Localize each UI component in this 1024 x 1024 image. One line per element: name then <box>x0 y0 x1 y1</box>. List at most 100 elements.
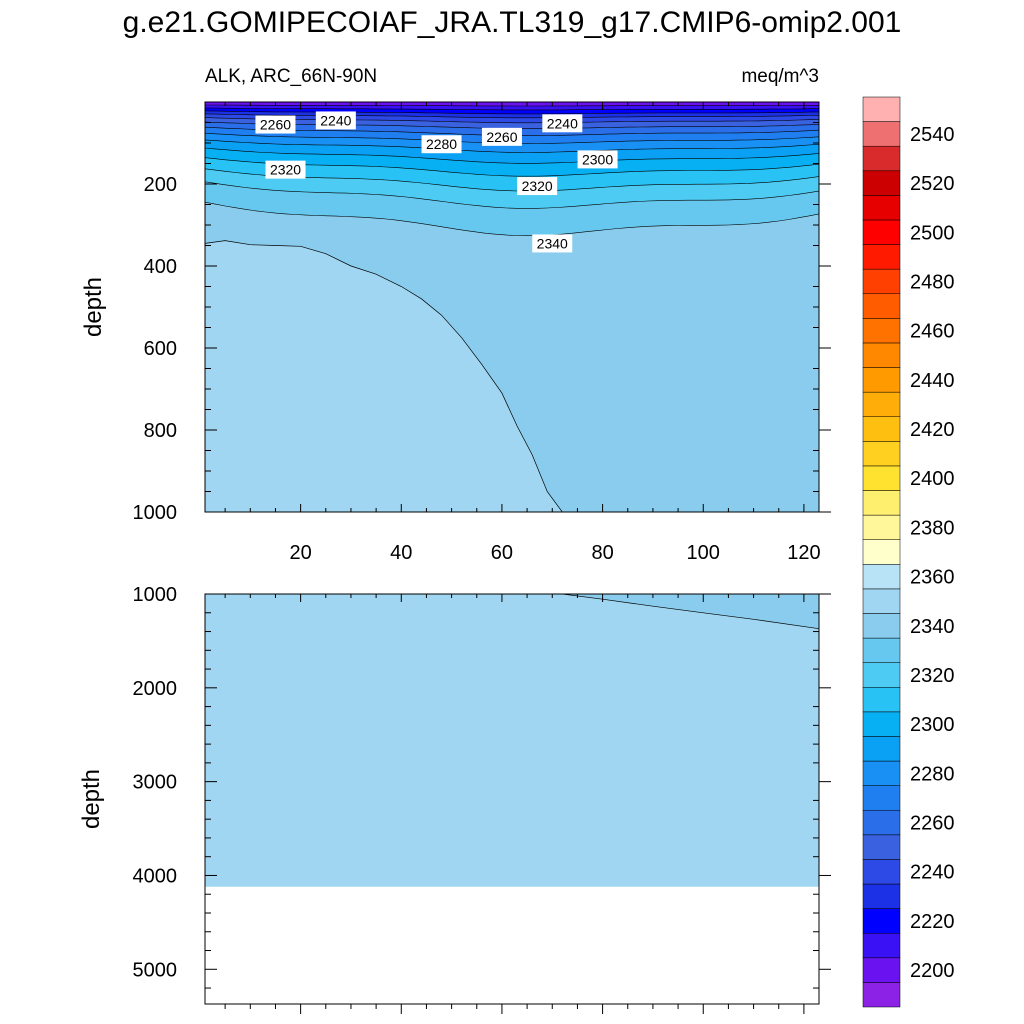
colorbar-swatch-2440 <box>862 367 901 393</box>
contour-label-box <box>265 160 306 179</box>
contour-line-2350 <box>205 240 563 512</box>
contour-label-text: 2260 <box>486 129 517 145</box>
colorbar-swatch-2340 <box>862 613 901 639</box>
colorbar-swatch-2280 <box>862 760 901 786</box>
colorbar-swatch-2330 <box>862 637 901 663</box>
contour-label-text: 2240 <box>547 115 578 131</box>
contour-label-text: 2260 <box>260 117 291 133</box>
colorbar-tick-label: 2520 <box>910 173 955 195</box>
lower-y-tick-label: 3000 <box>133 772 178 794</box>
colorbar-tick-label: 2340 <box>910 616 955 638</box>
lower-y-tick-label: 1000 <box>133 584 178 606</box>
upper-x-tick-label: 120 <box>787 542 820 564</box>
upper-y-tick-label: 800 <box>144 420 177 442</box>
upper-y-tick-label: 400 <box>144 256 177 278</box>
contour-label-box <box>577 150 618 169</box>
contour-band-2250 <box>205 117 819 129</box>
colorbar-swatch-2520 <box>862 170 901 196</box>
contour-label-text: 2280 <box>426 136 457 152</box>
colorbar-swatch-2250 <box>862 834 901 860</box>
colorbar-swatch-2200 <box>862 957 901 983</box>
colorbar-tick-label: 2420 <box>910 419 955 441</box>
lower-y-tick-label: 5000 <box>133 959 178 981</box>
contour-label-2260: 2260 <box>255 115 296 134</box>
colorbar-swatch-2300 <box>862 711 901 737</box>
colorbar-swatch-2230 <box>862 883 901 909</box>
contour-label-text: 2240 <box>320 112 351 128</box>
upper-y-tick-label: 600 <box>144 338 177 360</box>
lower-region-2340 <box>562 594 819 629</box>
upper-x-tick-label: 100 <box>687 542 720 564</box>
colorbar-swatch-2420 <box>862 416 901 442</box>
upper-x-tick-label: 80 <box>591 542 613 564</box>
contour-label-2260: 2260 <box>481 127 522 146</box>
colorbar-swatch-2530 <box>862 145 901 172</box>
colorbar-tick-label: 2240 <box>910 862 955 884</box>
colorbar-swatch-2350 <box>862 588 901 614</box>
contour-band-2230 <box>205 110 819 118</box>
lower-region-2350 <box>205 594 819 887</box>
contour-line-2340 <box>205 201 819 236</box>
contour-band-2270 <box>205 127 819 144</box>
colorbar-swatch-2380 <box>862 514 901 540</box>
colorbar-swatch-2470 <box>862 293 901 319</box>
contour-band-2330 <box>205 181 819 236</box>
colorbar-tick-label: 2400 <box>910 468 955 490</box>
colorbar-tick-label: 2480 <box>910 272 955 294</box>
upper-region-2350 <box>205 240 563 512</box>
upper-x-tick-label: 20 <box>289 542 311 564</box>
contour-band-2200 <box>205 102 819 106</box>
lower-y-axis-title: depth <box>78 769 105 829</box>
contour-label-text: 2320 <box>270 162 301 178</box>
colorbar-tick-label: 2500 <box>910 222 955 244</box>
colorbar-swatch-2360 <box>862 564 901 590</box>
contour-line-2220 <box>205 107 819 111</box>
contour-label-2240: 2240 <box>542 114 583 133</box>
colorbar-swatch-2490 <box>862 244 901 270</box>
colorbar-swatch-2210 <box>862 932 901 959</box>
colorbar-swatch-2260 <box>862 809 901 836</box>
contour-label-text: 2320 <box>522 178 553 194</box>
contour-label-2320: 2320 <box>517 177 558 196</box>
contour-band-2290 <box>205 139 819 164</box>
colorbar-swatch-2390 <box>862 490 901 516</box>
colorbar-swatch-2220 <box>862 908 901 934</box>
contour-line-2320 <box>205 168 819 192</box>
colorbar-swatch-2370 <box>862 539 901 565</box>
colorbar-swatch-2240 <box>862 859 901 885</box>
contour-label-box <box>481 127 522 146</box>
contour-label-box <box>532 234 573 253</box>
contour-line-2210 <box>205 104 819 107</box>
contour-line-2300 <box>205 147 819 164</box>
colorbar-swatch-2500 <box>862 219 901 245</box>
colorbar-tick-label: 2360 <box>910 567 955 589</box>
colorbar-swatch-2270 <box>862 785 901 811</box>
upper-depth-section-panel: 2260 2240 2240 2280 2260 2300 2320 2320 2340 20 4… <box>80 101 831 564</box>
upper-x-tick-label: 40 <box>390 542 412 564</box>
contour-line-2330 <box>205 181 819 209</box>
lower-plot-frame <box>204 593 820 1005</box>
colorbar-swatch-2320 <box>862 662 901 688</box>
contour-label-box <box>517 177 558 196</box>
upper-x-tick-label: 60 <box>491 542 513 564</box>
colorbar-swatch-2550 <box>862 96 901 122</box>
contour-label-box <box>421 135 462 154</box>
colorbar-tick-label: 2440 <box>910 370 955 392</box>
contour-label-box <box>542 114 583 133</box>
contour-line-2240 <box>205 113 819 119</box>
colorbar-swatch-2190 <box>862 982 901 1008</box>
figure-title: g.e21.GOMIPECOIAF_JRA.TL319_g17.CMIP6-om… <box>122 6 902 39</box>
contour-band-2240 <box>205 113 819 123</box>
contour-label-text: 2300 <box>582 151 613 167</box>
subtitle-units: meq/m^3 <box>741 66 819 87</box>
contour-band-2320 <box>205 168 819 209</box>
contour-label-2280: 2280 <box>421 135 462 154</box>
lower-y-tick-label: 4000 <box>133 865 178 887</box>
colorbar-tick-label: 2280 <box>910 763 955 785</box>
colorbar-swatch-2290 <box>862 736 901 762</box>
colorbar-swatch-2450 <box>862 342 901 368</box>
subtitle-variable-region: ALK, ARC_66N-90N <box>205 66 377 87</box>
contour-line-2250 <box>205 117 819 124</box>
contour-label-2320: 2320 <box>265 160 306 179</box>
